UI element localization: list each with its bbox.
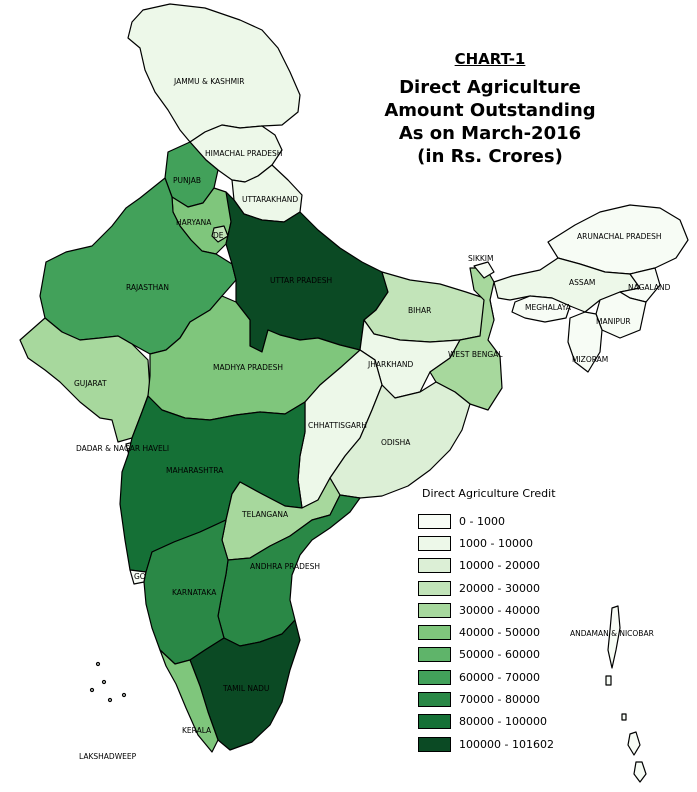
region-andaman-nicobar <box>605 605 647 783</box>
legend-item: 70000 - 80000 <box>418 688 618 710</box>
legend-swatch <box>418 625 451 641</box>
legend-label: 1000 - 10000 <box>459 536 533 550</box>
legend-item: 1000 - 10000 <box>418 532 618 554</box>
legend-swatch <box>418 736 451 752</box>
legend: Direct Agriculture Credit 0 - 1000 1000 -… <box>418 487 618 755</box>
label-assam: ASSAM <box>569 278 595 287</box>
label-kerala: KERALA <box>182 726 212 735</box>
region-meghalaya <box>511 295 571 323</box>
label-punjab: PUNJAB <box>173 176 201 185</box>
legend-item: 60000 - 70000 <box>418 666 618 688</box>
legend-item: 50000 - 60000 <box>418 644 618 666</box>
legend-swatch <box>418 647 451 663</box>
label-maharashtra: MAHARASHTRA <box>166 466 224 475</box>
label-rajasthan: RAJASTHAN <box>126 283 169 292</box>
label-odisha: ODISHA <box>381 438 411 447</box>
region-delhi <box>211 225 229 243</box>
title-line-4: (in Rs. Crores) <box>417 146 563 167</box>
label-nagaland: NAGALAND <box>628 283 671 292</box>
region-jammu-kashmir <box>127 3 301 143</box>
title-line-1: Direct Agriculture <box>399 77 581 98</box>
label-himachal-pradesh: HIMACHAL PRADESH <box>205 149 282 158</box>
legend-item: 0 - 1000 <box>418 510 618 532</box>
legend-item: 40000 - 50000 <box>418 621 618 643</box>
label-mizoram: MIZORAM <box>572 355 608 364</box>
label-meghalaya: MEGHALAYA <box>525 303 572 312</box>
label-goa: GO <box>134 572 146 581</box>
label-telangana: TELANGANA <box>241 510 289 519</box>
title-line-3: As on March-2016 <box>398 123 582 144</box>
legend-label: 10000 - 20000 <box>459 559 540 573</box>
region-mizoram <box>567 311 603 373</box>
legend-label: 60000 - 70000 <box>459 670 540 684</box>
legend-label: 20000 - 30000 <box>459 581 540 595</box>
chart-number: CHART-1 <box>454 50 526 68</box>
legend-swatch <box>418 580 451 596</box>
label-west-bengal: WEST BENGAL <box>448 350 503 359</box>
legend-item: 20000 - 30000 <box>418 577 618 599</box>
label-andaman-nicobar: ANDAMAN & NICOBAR <box>570 629 654 638</box>
legend-label: 100000 - 101602 <box>459 737 554 751</box>
label-madhya-pradesh: MADHYA PRADESH <box>213 363 283 372</box>
title-line-2: Amount Outstanding <box>384 100 596 121</box>
legend-item: 30000 - 40000 <box>418 599 618 621</box>
legend-item: 10000 - 20000 <box>418 555 618 577</box>
legend-label: 40000 - 50000 <box>459 626 540 640</box>
legend-title: Direct Agriculture Credit <box>422 487 556 500</box>
legend-item: 100000 - 101602 <box>418 733 618 755</box>
label-haryana: HARYANA <box>176 218 212 227</box>
label-uttar-pradesh: UTTAR PRADESH <box>270 276 332 285</box>
legend-label: 30000 - 40000 <box>459 603 540 617</box>
region-lakshadweep <box>89 661 127 703</box>
label-sikkim: SIKKIM <box>468 254 494 263</box>
label-manipur: MANIPUR <box>596 317 631 326</box>
label-karnataka: KARNATAKA <box>172 588 217 597</box>
label-gujarat: GUJARAT <box>74 379 107 388</box>
label-delhi: DE <box>213 231 224 240</box>
map-labels: JAMMU & KASHMIR HIMACHAL PRADESH PUNJAB … <box>74 77 671 761</box>
legend-swatch <box>418 669 451 685</box>
label-jharkhand: JHARKHAND <box>367 360 413 369</box>
label-lakshadweep: LAKSHADWEEP <box>79 752 137 761</box>
region-karnataka <box>143 519 229 665</box>
label-tamil-nadu: TAMIL NADU <box>222 684 269 693</box>
region-sikkim <box>473 261 495 279</box>
region-odisha <box>329 381 471 499</box>
label-jammu-kashmir: JAMMU & KASHMIR <box>173 77 244 86</box>
label-arunachal-pradesh: ARUNACHAL PRADESH <box>577 232 662 241</box>
legend-label: 80000 - 100000 <box>459 715 547 729</box>
label-uttarakhand: UTTARAKHAND <box>242 195 298 204</box>
legend-swatch <box>418 602 451 618</box>
legend-swatch <box>418 558 451 574</box>
label-andhra-pradesh: ANDHRA PRADESH <box>250 562 320 571</box>
legend-swatch <box>418 692 451 708</box>
legend-swatch <box>418 535 451 551</box>
region-kerala <box>159 649 219 753</box>
region-himachal-pradesh <box>189 124 283 183</box>
legend-swatch <box>418 513 451 529</box>
label-dadar-nagar-haveli: DADAR & NAGAR HAVELI <box>76 444 169 453</box>
legend-items: 0 - 1000 1000 - 10000 10000 - 20000 20000 -… <box>418 510 618 755</box>
legend-item: 80000 - 100000 <box>418 711 618 733</box>
label-chhattisgarh: CHHATTISGARH <box>308 421 367 430</box>
legend-label: 0 - 1000 <box>459 514 505 528</box>
label-bihar: BIHAR <box>408 306 431 315</box>
legend-label: 50000 - 60000 <box>459 648 540 662</box>
legend-label: 70000 - 80000 <box>459 693 540 707</box>
legend-swatch <box>418 714 451 730</box>
chart-title: CHART-1 Direct Agriculture Amount Outsta… <box>360 50 620 168</box>
